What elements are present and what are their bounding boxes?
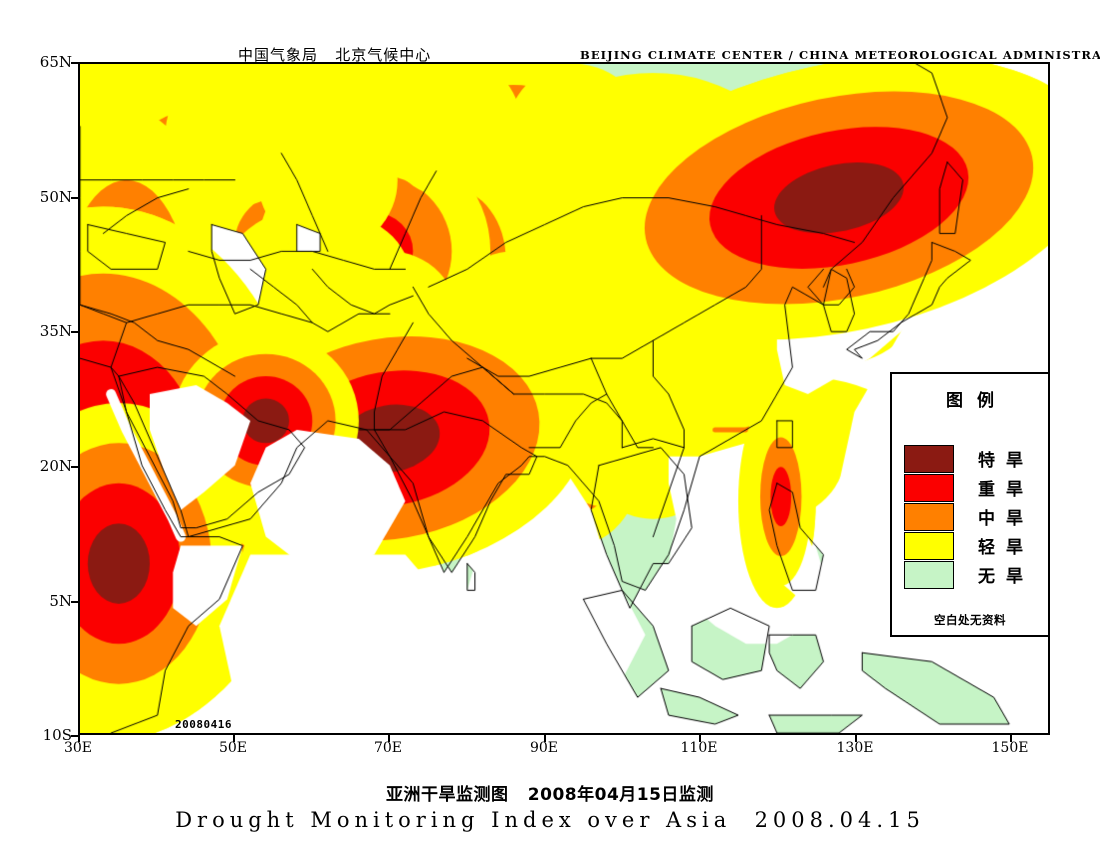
legend-title: 图例 [946,391,1008,411]
y-axis-label-4: 5N [49,592,72,610]
header-agency-en: BEIJING CLIMATE CENTER / CHINA METEOROLO… [580,48,1100,62]
legend-swatch-moderate [904,502,954,531]
chart-title-en: Drought Monitoring Index over Asia 2008.… [175,808,925,832]
x-axis-label-0: 30E [63,740,93,756]
legend-swatch-none [904,560,954,589]
x-axis-tick [78,735,80,742]
legend-label-mild: 轻旱 [978,538,1034,558]
y-axis-tick [71,601,78,603]
y-axis-tick [71,466,78,468]
y-axis-tick [71,331,78,333]
x-axis-label-2: 70E [373,740,403,756]
legend-box: 图例 特旱 重旱 中旱 轻旱 无旱 空白处无资料 [890,372,1050,637]
map-plot-frame [78,62,1050,735]
legend-item-mild: 轻旱 [904,531,1034,560]
x-axis-tick [388,735,390,742]
x-axis-label-6: 150E [991,740,1029,756]
drought-index-heatmap [80,64,1048,733]
y-axis-label-5: 10S [42,726,72,744]
x-axis-tick [233,735,235,742]
legend-label-extreme: 特旱 [978,451,1034,471]
chart-title-cn: 亚洲干旱监测图 2008年04月15日监测 [386,785,714,805]
x-axis-label-4: 110E [680,740,718,756]
x-axis-label-5: 130E [836,740,874,756]
x-axis-tick [1010,735,1012,742]
x-axis-tick [699,735,701,742]
legend-item-moderate: 中旱 [904,502,1034,531]
legend-swatch-severe [904,473,954,502]
legend-nodata-note: 空白处无资料 [934,613,1006,627]
x-axis-tick [855,735,857,742]
legend-label-severe: 重旱 [978,480,1034,500]
legend-item-extreme: 特旱 [904,444,1034,473]
y-axis-tick [71,62,78,64]
legend-rows: 特旱 重旱 中旱 轻旱 无旱 [904,444,1034,589]
legend-label-moderate: 中旱 [978,509,1034,529]
legend-swatch-extreme [904,444,954,473]
legend-label-none: 无旱 [978,567,1034,587]
y-axis-tick [71,197,78,199]
y-axis-label-1: 50N [39,188,72,206]
x-axis-label-3: 90E [529,740,559,756]
legend-swatch-mild [904,531,954,560]
y-axis-label-3: 20N [39,457,72,475]
legend-item-none: 无旱 [904,560,1034,589]
header-agency-cn: 中国气象局 北京气候中心 [238,46,432,64]
y-axis-tick [71,735,78,737]
y-axis-label-2: 35N [39,322,72,340]
legend-item-severe: 重旱 [904,473,1034,502]
datestamp: 20080416 [175,718,232,731]
x-axis-label-1: 50E [218,740,248,756]
x-axis-tick [544,735,546,742]
y-axis-label-0: 65N [39,53,72,71]
